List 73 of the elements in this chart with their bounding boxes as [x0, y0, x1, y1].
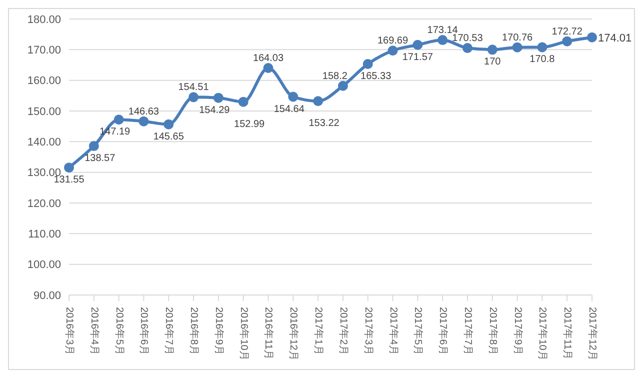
- point: [188, 92, 199, 102]
- y-tick-label: 170.00: [27, 44, 61, 57]
- point: [562, 36, 572, 46]
- data-label: 174.01: [598, 32, 632, 44]
- data-label: 170.76: [502, 32, 534, 44]
- data-label: 131.55: [54, 174, 85, 186]
- point: [462, 43, 472, 54]
- point: [213, 92, 224, 103]
- data-label: 146.63: [128, 106, 160, 118]
- x-tick-label: 2016年6月: [138, 307, 150, 355]
- x-tick-label: 2017年10月: [536, 307, 549, 360]
- data-label: 154.51: [178, 82, 210, 94]
- data-label: 172.72: [552, 26, 583, 38]
- x-tick-label: 2017年2月: [337, 307, 350, 355]
- x-tick-label: 2017年6月: [437, 307, 450, 355]
- data-label: 153.22: [308, 118, 340, 130]
- x-tick-label: 2016年3月: [64, 307, 76, 355]
- y-tick-label: 110.00: [28, 228, 61, 241]
- point: [362, 58, 373, 69]
- data-label: 170: [484, 56, 502, 68]
- data-label: 152.99: [234, 118, 266, 130]
- data-label: 145.65: [153, 131, 184, 142]
- x-tick-label: 2017年1月: [312, 307, 325, 355]
- data-label: 169.69: [377, 36, 408, 47]
- x-tick-label: 2016年7月: [163, 307, 176, 355]
- data-label: 154.29: [199, 104, 230, 116]
- point: [138, 116, 149, 126]
- point: [438, 35, 448, 46]
- data-label: 171.57: [402, 52, 434, 63]
- point: [537, 42, 548, 52]
- data-label: 164.03: [252, 52, 284, 64]
- x-tick-label: 2017年7月: [462, 307, 474, 355]
- x-tick-label: 2017年12月: [586, 307, 598, 360]
- y-tick-label: 90.00: [33, 290, 61, 302]
- x-tick-label: 2017年9月: [512, 307, 524, 355]
- data-label: 154.64: [274, 104, 305, 115]
- x-tick-label: 2016年9月: [212, 307, 225, 355]
- y-tick-label: 140.00: [27, 136, 61, 149]
- y-tick-label: 100.00: [27, 259, 61, 272]
- data-label: 170.8: [530, 54, 556, 66]
- point: [487, 44, 498, 55]
- data-label: 138.57: [84, 153, 116, 164]
- point: [238, 96, 248, 107]
- y-tick-label: 120.00: [27, 198, 61, 210]
- x-tick-label: 2016年11月: [262, 307, 275, 360]
- x-tick-label: 2017年4月: [387, 307, 400, 355]
- y-tick-label: 150.00: [27, 106, 61, 118]
- point: [587, 32, 597, 42]
- point: [263, 62, 274, 73]
- point: [288, 92, 298, 102]
- point: [512, 42, 522, 52]
- point: [388, 46, 398, 56]
- point: [64, 162, 74, 173]
- point: [114, 114, 124, 125]
- data-label: 158.2: [322, 70, 348, 82]
- x-tick-label: 2016年8月: [188, 307, 200, 355]
- point: [338, 80, 348, 91]
- x-tick-label: 2017年11月: [562, 307, 574, 360]
- x-tick-label: 2017年5月: [412, 307, 424, 355]
- y-tick-label: 180.00: [27, 14, 61, 26]
- x-tick-label: 2016年4月: [88, 307, 100, 355]
- x-tick-label: 2016年12月: [288, 307, 300, 360]
- data-label: 165.33: [360, 70, 392, 82]
- y-tick-label: 160.00: [27, 75, 61, 88]
- data-label: 170.53: [452, 33, 484, 44]
- point: [164, 119, 174, 130]
- point: [412, 40, 423, 50]
- x-tick-label: 2016年5月: [113, 307, 126, 355]
- x-tick-label: 2016年10月: [238, 307, 250, 360]
- x-tick-label: 2017年3月: [362, 307, 374, 355]
- point: [313, 96, 324, 106]
- point: [88, 141, 99, 152]
- x-tick-label: 2017年8月: [486, 307, 499, 355]
